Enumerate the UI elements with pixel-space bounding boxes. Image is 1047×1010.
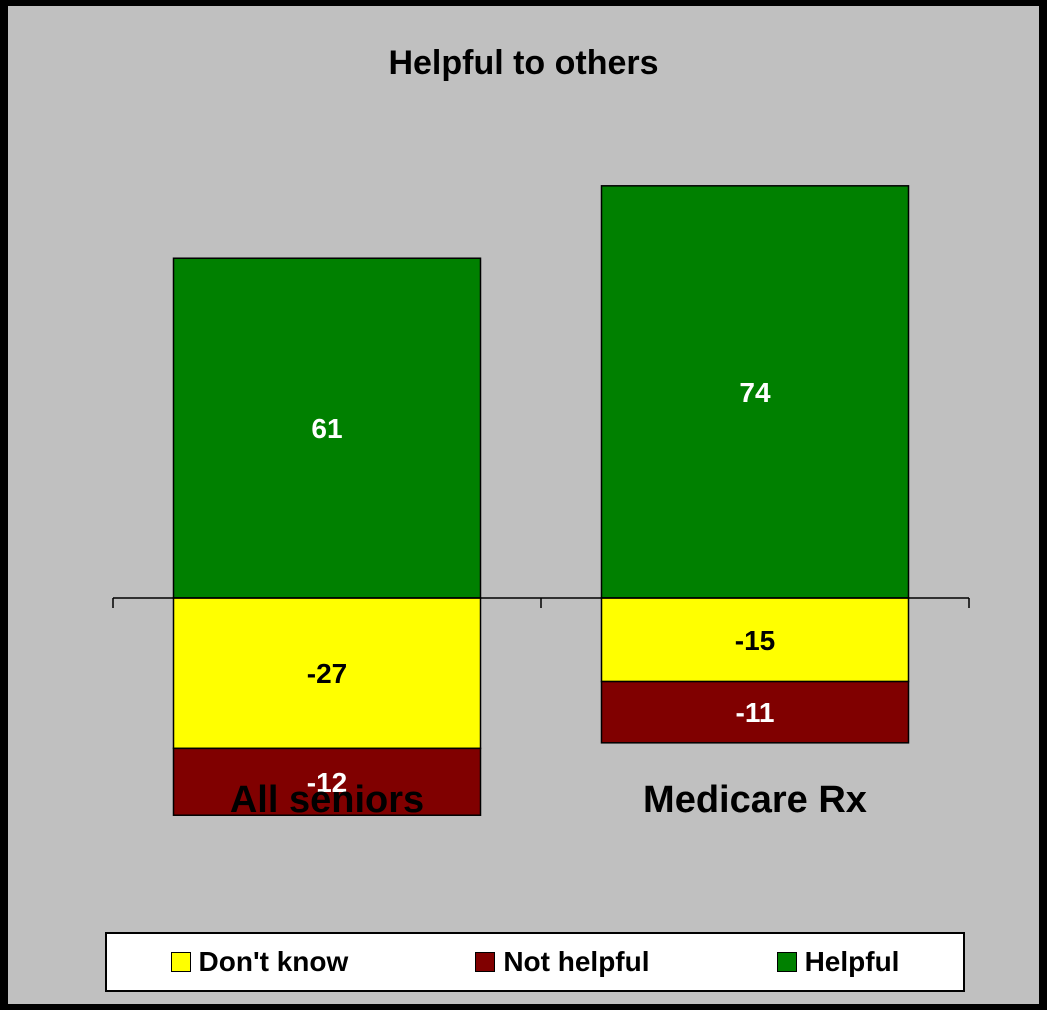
data-label-not-helpful-medicare-rx: -11 [736,697,775,728]
data-label-not-helpful-all-seniors: -12 [307,767,347,798]
legend-item-helpful: Helpful [776,946,900,978]
legend-swatch-helpful [776,952,797,972]
data-label-don-t-know-medicare-rx: -15 [735,625,775,656]
legend-label-not-helpful: Not helpful [503,946,650,977]
legend-swatch-dont-know [170,952,191,972]
legend-swatch-not-helpful [475,952,496,972]
bar-helpful-all-seniors [172,257,482,599]
legend: Don't know Not helpful Helpful [105,932,965,992]
data-label-helpful-medicare-rx: 74 [739,377,771,408]
legend-item-dont-know: Don't know [170,946,349,978]
bar-don-t-know-medicare-rx [600,597,910,683]
category-label-all-seniors: All seniors [230,779,424,821]
bar-not-helpful-all-seniors [172,747,482,816]
legend-label-helpful: Helpful [804,946,900,977]
legend-label-dont-know: Don't know [198,946,349,977]
bar-not-helpful-medicare-rx [600,680,910,744]
data-label-helpful-all-seniors: 61 [311,413,342,444]
category-label-medicare-rx: Medicare Rx [643,779,867,821]
data-label-don-t-know-all-seniors: -27 [307,658,347,689]
legend-item-not-helpful: Not helpful [475,946,650,978]
bar-helpful-medicare-rx [600,185,910,599]
chart-title: Helpful to others [388,44,659,82]
